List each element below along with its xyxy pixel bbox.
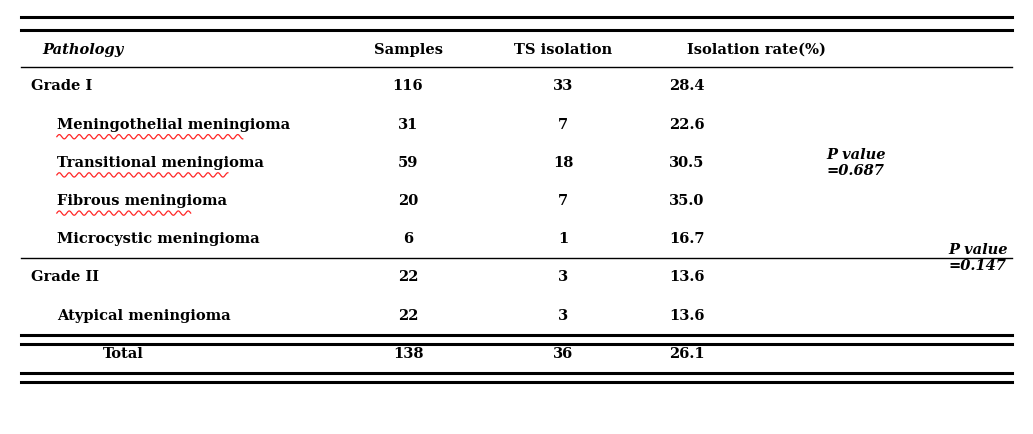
Text: Pathology: Pathology <box>42 43 123 57</box>
Text: 59: 59 <box>398 156 418 170</box>
Text: 28.4: 28.4 <box>669 79 705 93</box>
Text: 16.7: 16.7 <box>669 232 705 246</box>
Text: 33: 33 <box>553 79 573 93</box>
Text: Grade I: Grade I <box>31 79 92 93</box>
Text: =0.147: =0.147 <box>948 259 1006 273</box>
Text: Transitional meningioma: Transitional meningioma <box>57 156 263 170</box>
Text: 22.6: 22.6 <box>669 118 705 132</box>
Text: 3: 3 <box>558 270 568 284</box>
Text: Fibrous meningioma: Fibrous meningioma <box>57 194 227 208</box>
Text: 116: 116 <box>393 79 424 93</box>
Text: Meningothelial meningioma: Meningothelial meningioma <box>57 118 290 132</box>
Text: 35.0: 35.0 <box>669 194 705 208</box>
Text: =0.687: =0.687 <box>826 164 884 178</box>
Text: 31: 31 <box>398 118 418 132</box>
Text: Total: Total <box>103 347 145 361</box>
Text: 30.5: 30.5 <box>669 156 705 170</box>
Text: 22: 22 <box>398 309 418 322</box>
Text: 6: 6 <box>403 232 413 246</box>
Text: 13.6: 13.6 <box>669 309 705 322</box>
Text: 18: 18 <box>553 156 573 170</box>
Text: 138: 138 <box>393 347 424 361</box>
Text: Isolation rate(%): Isolation rate(%) <box>687 43 825 57</box>
Text: Atypical meningioma: Atypical meningioma <box>57 309 230 322</box>
Text: 7: 7 <box>558 118 568 132</box>
Text: TS isolation: TS isolation <box>514 43 612 57</box>
Text: P value: P value <box>948 243 1008 257</box>
Text: 7: 7 <box>558 194 568 208</box>
Text: Grade II: Grade II <box>31 270 99 284</box>
Text: 20: 20 <box>398 194 418 208</box>
Text: 22: 22 <box>398 270 418 284</box>
Text: 3: 3 <box>558 309 568 322</box>
Text: Samples: Samples <box>374 43 442 57</box>
Text: 36: 36 <box>553 347 573 361</box>
Text: 26.1: 26.1 <box>669 347 705 361</box>
Text: 1: 1 <box>558 232 568 246</box>
Text: 13.6: 13.6 <box>669 270 705 284</box>
Text: P value: P value <box>826 148 886 162</box>
Text: Microcystic meningioma: Microcystic meningioma <box>57 232 259 246</box>
